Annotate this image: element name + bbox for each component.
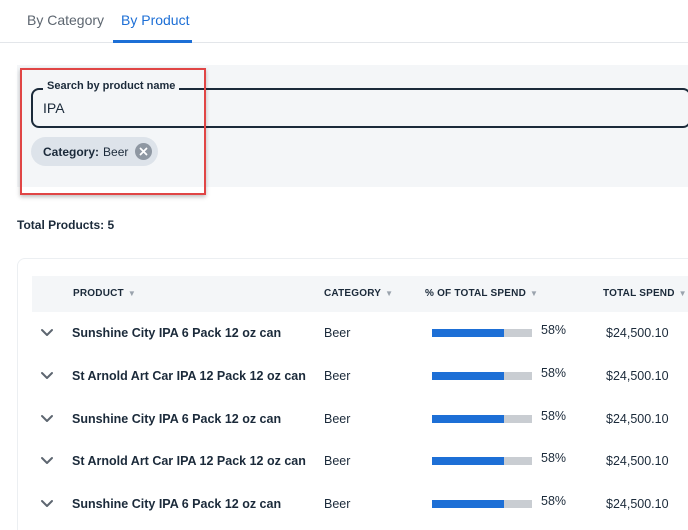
total-products: Total Products: 5 (17, 218, 115, 232)
product-category: Beer (324, 454, 351, 468)
header-pct-total-spend[interactable]: % OF TOTAL SPEND ▼ (425, 288, 539, 299)
search-input[interactable] (43, 100, 643, 116)
pct-total-spend: 58% (541, 323, 567, 337)
pct-total-spend: 58% (541, 494, 567, 508)
table-row[interactable]: Sunshine City IPA 6 Pack 12 oz can Beer 58… (32, 398, 688, 441)
chip-value: Beer (103, 144, 129, 159)
tab-by-category[interactable]: By Category (27, 12, 105, 28)
table-row[interactable]: St Arnold Art Car IPA 12 Pack 12 oz can B… (32, 355, 688, 398)
spend-progress-fill (432, 500, 504, 508)
expand-chevron-icon[interactable] (40, 496, 54, 507)
pct-total-spend: 58% (541, 409, 567, 423)
expand-chevron-icon[interactable] (40, 453, 54, 464)
spend-progress-bar (432, 457, 532, 465)
chip-remove-icon[interactable] (135, 143, 153, 160)
category-filter-chip[interactable]: Category: Beer (31, 137, 159, 166)
chip-key: Category: (43, 144, 100, 159)
pct-total-spend: 58% (541, 451, 567, 465)
product-name: Sunshine City IPA 6 Pack 12 oz can (72, 412, 282, 426)
spend-progress-fill (432, 372, 504, 380)
spend-progress-fill (432, 457, 504, 465)
product-name: St Arnold Art Car IPA 12 Pack 12 oz can (72, 454, 306, 468)
active-tab-indicator (113, 40, 192, 43)
table-row[interactable]: Sunshine City IPA 6 Pack 12 oz can Beer 58… (32, 312, 688, 355)
sort-icon: ▼ (385, 289, 394, 298)
tab-by-product[interactable]: By Product (121, 12, 190, 28)
header-category[interactable]: CATEGORY ▼ (324, 288, 394, 299)
expand-chevron-icon[interactable] (40, 325, 54, 336)
spend-progress-bar (432, 329, 532, 337)
spend-progress-fill (432, 329, 504, 337)
product-name: St Arnold Art Car IPA 12 Pack 12 oz can (72, 369, 306, 383)
sort-icon: ▼ (678, 289, 687, 298)
product-name: Sunshine City IPA 6 Pack 12 oz can (72, 326, 282, 340)
product-name: Sunshine City IPA 6 Pack 12 oz can (72, 497, 282, 511)
highlight-annotation (20, 68, 206, 195)
product-category: Beer (324, 412, 351, 426)
sort-icon: ▼ (127, 289, 136, 298)
table-row[interactable]: St Arnold Art Car IPA 12 Pack 12 oz can B… (32, 440, 688, 483)
product-category: Beer (324, 326, 351, 340)
sort-icon: ▼ (530, 289, 539, 298)
product-category: Beer (324, 497, 351, 511)
spend-progress-fill (432, 415, 504, 423)
expand-chevron-icon[interactable] (40, 411, 54, 422)
tab-bar: By Category By Product (0, 0, 688, 43)
total-spend: $24,500.10 (606, 412, 669, 426)
total-spend: $24,500.10 (606, 454, 669, 468)
product-category: Beer (324, 369, 351, 383)
total-spend: $24,500.10 (606, 369, 669, 383)
table-header (32, 276, 688, 312)
table-row[interactable]: Sunshine City IPA 6 Pack 12 oz can Beer 58… (32, 483, 688, 526)
total-spend: $24,500.10 (606, 497, 669, 511)
header-total-spend[interactable]: TOTAL SPEND ▼ (603, 288, 687, 299)
pct-total-spend: 58% (541, 366, 567, 380)
header-product[interactable]: PRODUCT ▼ (73, 288, 136, 299)
total-spend: $24,500.10 (606, 326, 669, 340)
spend-progress-bar (432, 500, 532, 508)
search-label: Search by product name (43, 80, 180, 92)
spend-progress-bar (432, 372, 532, 380)
expand-chevron-icon[interactable] (40, 368, 54, 379)
spend-progress-bar (432, 415, 532, 423)
